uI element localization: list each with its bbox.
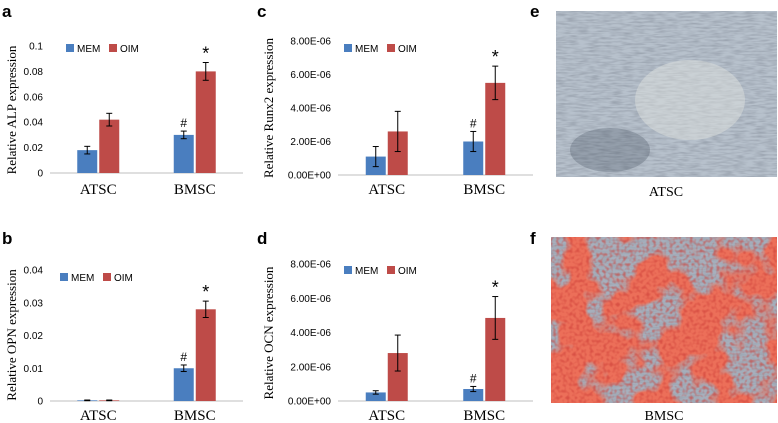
panel-label-b: b [2,229,12,248]
legend-swatch-mem [344,266,352,274]
significance-hash: # [180,116,187,130]
legend-swatch-mem [66,44,74,52]
legend-label-mem: MEM [77,44,100,55]
y-axis-label: Relative OCN expression [261,266,276,399]
legend-swatch-oim [387,266,395,274]
bar-oim-bmsc [485,82,506,175]
y-tick-label: 0.08 [24,67,44,78]
panel-label-e: e [530,2,539,21]
bar-oim-bmsc [195,309,216,401]
ocn-chart: 0.00E+00 2.00E-06 4.00E-06 6.00E-06 8.00E-06… [261,260,533,423]
legend-swatch-mem [344,44,352,52]
bar-mem-bmsc [463,389,484,401]
bar-oim-bmsc [485,317,506,401]
bar-mem-bmsc [173,134,194,173]
panel-label-f: f [530,229,536,248]
x-category-label: BMSC [174,408,216,423]
bar-mem-atsc [77,150,98,173]
legend-swatch-mem [60,273,68,281]
x-category-label: ATSC [368,182,405,198]
x-category-label: ATSC [80,182,117,198]
bar-oim-atsc [387,353,408,401]
x-category-label: ATSC [368,408,405,423]
atsc-micrograph [556,11,777,177]
legend-label-mem: MEM [355,266,378,277]
y-tick-label: 0.03 [24,298,44,309]
legend-label-oim: OIM [398,266,417,277]
significance-hash: # [470,116,477,130]
y-tick-label: 0.02 [24,331,44,342]
y-tick-label: 0.04 [24,266,44,277]
y-tick-label: 0.06 [24,92,44,103]
y-tick-label: 6.00E-06 [290,70,331,81]
y-tick-label: 0.00E+00 [288,171,332,182]
y-tick-label: 0.02 [24,143,44,154]
significance-star: * [492,278,499,298]
panel-label-a: a [2,2,12,21]
significance-star: * [202,44,209,64]
x-category-label: BMSC [463,182,505,198]
significance-hash: # [470,371,477,385]
x-category-label: BMSC [174,182,216,198]
legend-swatch-oim [109,44,117,52]
legend-label-oim: OIM [120,44,139,55]
y-tick-label: 4.00E-06 [290,104,331,115]
significance-star: * [492,47,499,67]
bmsc-micrograph-label: BMSC [645,409,684,423]
legend-swatch-oim [387,44,395,52]
y-tick-label: 4.00E-06 [290,328,331,339]
legend-swatch-oim [103,273,111,281]
y-tick-label: 0.01 [24,364,44,375]
y-tick-label: 2.00E-06 [290,137,331,148]
y-tick-label: 0.04 [24,118,44,129]
legend-label-mem: MEM [71,273,94,284]
y-axis-label: Relative ALP expression [4,45,19,174]
legend-label-oim: OIM [398,44,417,55]
bar-oim-atsc [99,119,120,173]
y-axis-label: Relative OPN expression [4,269,19,401]
y-tick-label: 0.1 [29,42,43,53]
y-axis-label: Relative Runx2 expression [261,37,276,178]
y-tick-label: 8.00E-06 [290,37,331,48]
legend-label-oim: OIM [114,273,133,284]
alp-chart: 0 0.02 0.04 0.06 0.08 0.1 Relative ALP express… [4,42,243,198]
x-category-label: ATSC [80,408,117,423]
x-category-label: BMSC [463,408,505,423]
bar-mem-bmsc [173,368,194,401]
y-tick-label: 6.00E-06 [290,294,331,305]
y-tick-label: 2.00E-06 [290,362,331,373]
bmsc-micrograph [551,237,777,403]
opn-chart: 0 0.01 0.02 0.03 0.04 Relative OPN expression… [4,266,243,423]
significance-star: * [202,282,209,302]
bar-oim-bmsc [195,71,216,173]
legend-label-mem: MEM [355,44,378,55]
runx2-chart: 0.00E+00 2.00E-06 4.00E-06 6.00E-06 8.00E-06… [261,37,533,198]
y-tick-label: 0 [37,169,43,180]
panel-label-c: c [257,2,266,21]
bar-oim-atsc [387,131,408,175]
y-tick-label: 0.00E+00 [288,397,332,408]
bar-mem-bmsc [463,141,484,175]
atsc-micrograph-label: ATSC [649,185,683,200]
significance-hash: # [180,350,187,364]
y-tick-label: 8.00E-06 [290,260,331,271]
bar-mem-atsc [365,392,386,401]
panel-label-d: d [257,229,267,248]
y-tick-label: 0 [37,397,43,408]
